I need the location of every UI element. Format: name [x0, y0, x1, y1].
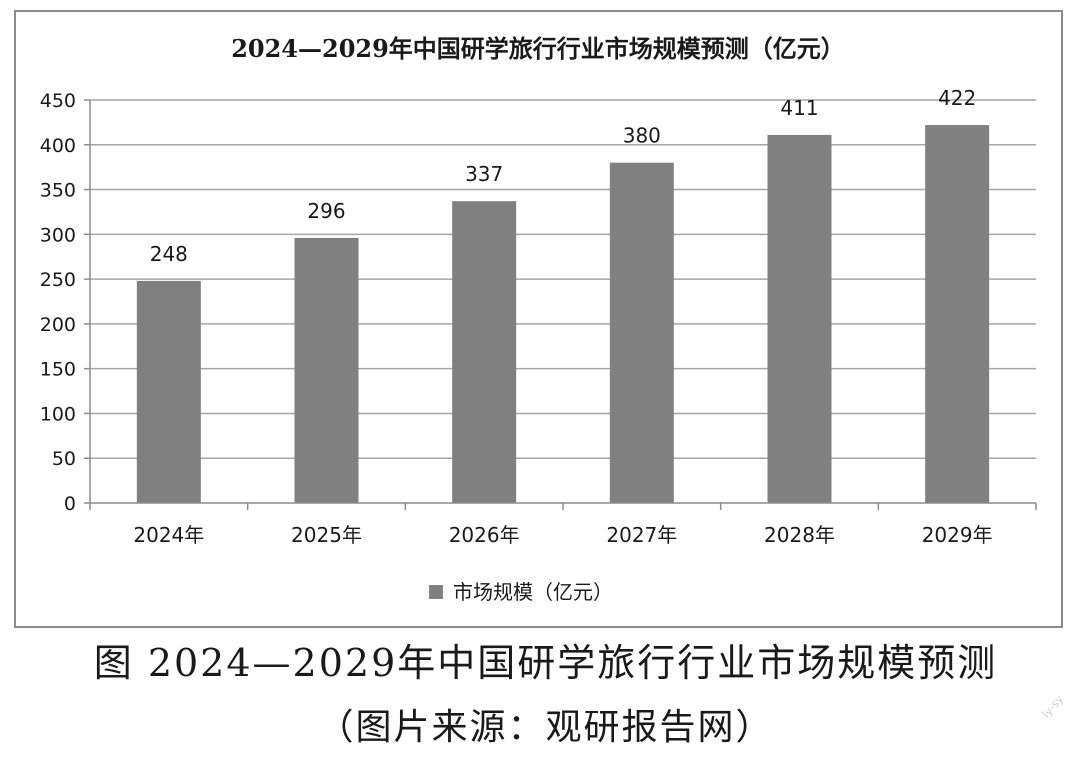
- bar: [294, 237, 359, 503]
- x-tick-label: 2026年: [449, 523, 520, 547]
- y-tick-label: 100: [40, 403, 76, 425]
- x-tick-label: 2024年: [133, 523, 204, 547]
- x-tick-label: 2027年: [606, 523, 677, 547]
- y-tick-label: 300: [40, 224, 76, 246]
- y-tick-label: 250: [40, 269, 76, 291]
- y-tick-label: 400: [40, 135, 76, 157]
- data-label: 296: [307, 199, 345, 223]
- y-tick-label: 150: [40, 359, 76, 381]
- x-tick-label: 2025年: [291, 523, 362, 547]
- x-tick-label: 2028年: [764, 523, 835, 547]
- y-tick-label: 450: [40, 90, 76, 112]
- source-caption: （图片来源：观研报告网）: [317, 707, 774, 748]
- legend-swatch: [429, 585, 443, 599]
- bar-chart: 0 50 100 150 200 250 300 350 400 450 248 2024年 296 20…: [40, 34, 1037, 604]
- data-label: 248: [150, 242, 188, 266]
- bar: [136, 280, 201, 503]
- data-label: 337: [465, 162, 503, 186]
- legend-label: 市场规模（亿元）: [453, 580, 613, 604]
- data-label: 411: [780, 96, 818, 120]
- bars: [136, 125, 990, 503]
- bar: [925, 125, 990, 503]
- bar: [609, 162, 674, 503]
- chart-frame: 0 50 100 150 200 250 300 350 400 450 248 2024年 296 20…: [14, 10, 1063, 628]
- x-tick-label: 2029年: [922, 523, 993, 547]
- labels: 0 50 100 150 200 250 300 350 400 450 248 2024年 296 20…: [40, 86, 993, 547]
- legend: 市场规模（亿元）: [429, 580, 613, 604]
- bar: [452, 201, 517, 503]
- y-tick-label: 350: [40, 180, 76, 202]
- bar: [767, 134, 832, 503]
- data-label: 380: [623, 124, 661, 148]
- data-label: 422: [938, 86, 976, 110]
- y-tick-label: 200: [40, 314, 76, 336]
- figure-caption: 图 2024—2029年中国研学旅行行业市场规模预测: [93, 641, 998, 685]
- axes: [84, 99, 1037, 510]
- gridlines: [90, 99, 1036, 459]
- y-tick-label: 50: [52, 448, 76, 470]
- chart-title: 2024—2029年中国研学旅行行业市场规模预测（亿元）: [231, 34, 845, 63]
- y-tick-label: 0: [64, 493, 76, 515]
